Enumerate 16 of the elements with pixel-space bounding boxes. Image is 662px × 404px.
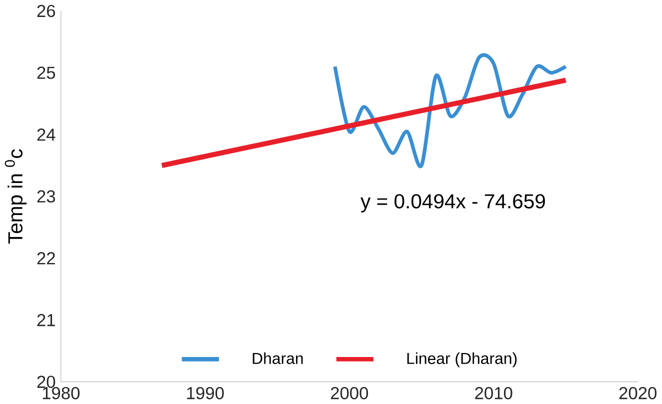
y-tick-label: 20	[37, 376, 56, 388]
annotation: y = 0.0494x - 74.659	[360, 194, 545, 212]
x-tick-label: 1980	[42, 386, 80, 400]
x-tick-label: 2010	[475, 386, 512, 400]
y-tick-label: 22	[37, 252, 55, 264]
x-tick-label: 1990	[187, 386, 224, 400]
x-tick-label: 2000	[330, 386, 368, 400]
y-tick-label: 21	[37, 314, 55, 326]
y-tick-label: 25	[37, 66, 56, 79]
x-tick-label: 2020	[619, 386, 656, 400]
y-axis-title: Temp in $^{0}$c	[4, 149, 27, 244]
y-tick-label: 23	[37, 190, 56, 202]
legend-label: Linear (Dharan)	[407, 352, 517, 368]
legend-label: Dharan	[252, 352, 303, 364]
y-tick-label: 24	[37, 128, 56, 141]
y-tick-label: 26	[37, 4, 56, 18]
